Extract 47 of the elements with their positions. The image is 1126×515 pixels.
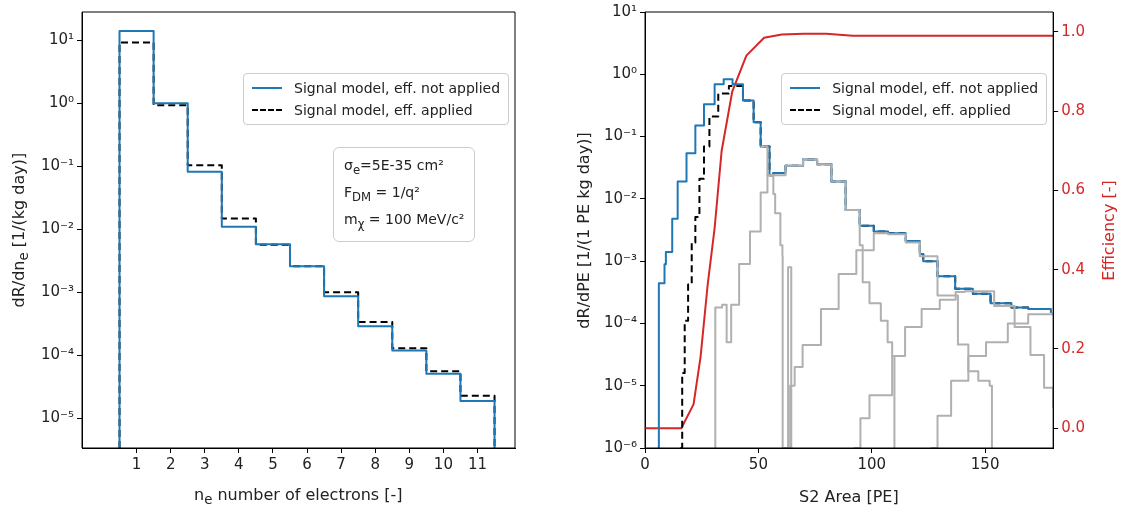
x-tick-label: 1: [131, 454, 142, 473]
x-tick-label: 50: [748, 454, 768, 473]
y-tick-label: 10⁻³: [40, 282, 75, 301]
annotation: m$_{χ}$ = 100 MeV/c²: [344, 210, 465, 231]
annotation: F$_{DM}$ = 1/q²: [344, 183, 420, 204]
y-tick-label: 10¹: [611, 1, 638, 20]
legend-label: Signal model, eff. not applied: [294, 80, 501, 97]
y-tick-label: 10⁻⁶: [603, 437, 638, 456]
y-tick-label: 10⁻⁴: [40, 345, 75, 364]
y-tick-label: 10⁻¹: [603, 126, 638, 145]
x-tick-label: 5: [268, 454, 278, 473]
x-tick-label: 2: [165, 454, 176, 473]
y-tick-label: 10⁻⁵: [603, 375, 638, 394]
x-tick-label: 6: [302, 454, 312, 473]
x-tick-label: 0: [640, 454, 650, 473]
y-tick-label: 10⁻²: [40, 219, 75, 238]
x-tick-label: 3: [199, 454, 210, 473]
x-tick-label: 4: [234, 454, 244, 473]
x-tick-label: 10: [433, 454, 453, 473]
y2-tick-label: 0.0: [1061, 418, 1085, 437]
x-axis-title: n$_{e}$ number of electrons [-]: [194, 485, 403, 508]
legend-label: Signal model, eff. not applied: [832, 80, 1039, 97]
y-tick-label: 10⁰: [48, 93, 75, 112]
y2-tick-label: 0.4: [1061, 259, 1085, 278]
y2-tick-label: 0.8: [1061, 100, 1085, 119]
y-tick-label: 10⁻³: [603, 251, 638, 270]
legend-label: Signal model, eff. applied: [294, 102, 473, 119]
x-tick-label: 150: [970, 454, 1000, 473]
y2-axis-title: Efficiency [-]: [1098, 179, 1118, 281]
y2-tick-label: 0.2: [1061, 338, 1085, 357]
annotation: σ$_{e}$=5E-35 cm²: [344, 157, 444, 177]
x-tick-label: 100: [857, 454, 887, 473]
y-tick-label: 10⁻¹: [40, 156, 75, 175]
y-axis-title: dR/dPE [1/(1 PE kg day)]: [573, 131, 593, 329]
y2-tick-label: 1.0: [1061, 21, 1085, 40]
legend-label: Signal model, eff. applied: [832, 102, 1011, 119]
x-tick-label: 7: [336, 454, 346, 473]
y-tick-label: 10⁰: [611, 64, 638, 83]
y-tick-label: 10⁻²: [603, 188, 638, 207]
y2-tick-label: 0.6: [1061, 180, 1085, 199]
y-tick-label: 10⁻⁵: [40, 408, 75, 427]
y-tick-label: 10¹: [48, 30, 75, 49]
x-axis-title: S2 Area [PE]: [799, 486, 899, 506]
x-tick-label: 8: [370, 454, 380, 473]
x-tick-label: 9: [404, 454, 415, 473]
y-tick-label: 10⁻⁴: [603, 313, 638, 332]
x-tick-label: 11: [467, 454, 488, 473]
